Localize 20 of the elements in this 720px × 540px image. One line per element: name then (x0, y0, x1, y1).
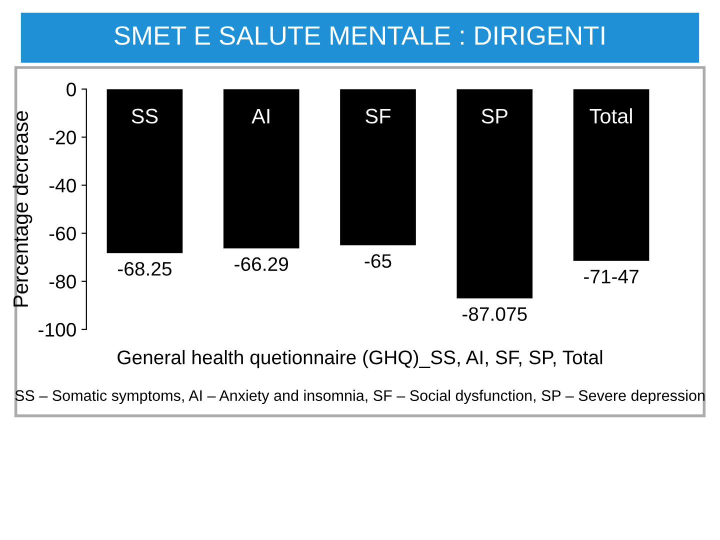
x-tick-label: SS (132, 108, 158, 124)
text: SS – Somatic symptoms, AI – Anxiety and insomnia, SF – Social dysfunction, SP – Severe depression (15, 390, 705, 404)
chart-title: SMET E SALUTE MENTALE : DIRIGENTI (114, 26, 604, 45)
x-tick-label: AI (252, 108, 270, 124)
y-tick-label: -40 (49, 178, 76, 192)
y-axis-title: Percentage decrease (12, 111, 32, 307)
data-label: -68.25 (118, 262, 172, 276)
x-axis-title: General health quetionnaire (GHQ)_SS, AI, SF, SP, Total (118, 350, 602, 368)
y-tick-label: -20 (49, 130, 76, 144)
x-tick-label: SP (482, 108, 508, 124)
data-label: -66.29 (234, 257, 288, 272)
x-tick-label: SF (366, 108, 390, 124)
data-label: -87.075 (462, 307, 527, 321)
x-tick-label: Total (590, 108, 632, 124)
y-tick-label: -100 (38, 322, 76, 337)
y-tick-label: -80 (49, 274, 76, 289)
data-label: -71-47 (584, 270, 638, 284)
data-label: -65 (364, 254, 392, 268)
y-tick-label: 0 (66, 82, 76, 96)
y-tick-label: -60 (49, 226, 76, 241)
